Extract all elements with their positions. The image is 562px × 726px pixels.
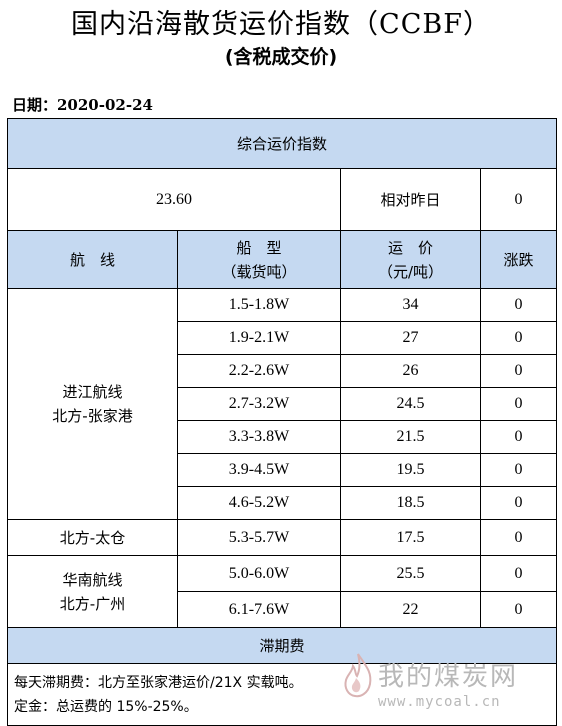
- route-name-line1: 进江航线: [62, 383, 123, 401]
- page-subtitle: (含税成交价): [224, 46, 338, 68]
- change-cell: 0: [479, 519, 558, 556]
- ship-type-cell: 1.9-2.1W: [177, 321, 341, 355]
- summary-section-label: 综合运价指数: [6, 118, 558, 169]
- demurrage-notes: 每天滞期费：北方至张家港运价/21X 实载吨。 定金：总运费的 15%-25%。: [6, 663, 558, 726]
- rate-cell: 25.5: [340, 555, 481, 592]
- deposit-note-line2: 定金：总运费的 15%-25%。: [14, 698, 198, 715]
- rate-cell: 17.5: [340, 519, 481, 556]
- summary-value-row: 23.60 相对昨日 0: [7, 168, 558, 231]
- table-row: 2.7-3.2W 24.5 0: [8, 387, 558, 421]
- route-name-line1: 华南航线: [62, 570, 123, 589]
- change-cell: 0: [479, 486, 558, 520]
- change-cell: 0: [479, 591, 558, 628]
- ship-type-cell: 2.2-2.6W: [177, 354, 341, 388]
- route-name-line2: 北方-张家港: [52, 407, 133, 425]
- ship-type-cell: 5.0-6.0W: [177, 555, 341, 592]
- route-cell: 进江航线 北方-张家港: [7, 288, 178, 520]
- ship-type-cell: 1.5-1.8W: [177, 288, 341, 322]
- change-cell: 0: [479, 321, 558, 355]
- change-cell: 0: [479, 420, 558, 454]
- freight-index-table: 综合运价指数 23.60 相对昨日 0 航 线 船 型 （载货吨） 运 价 （元…: [6, 118, 558, 726]
- change-cell: 0: [479, 354, 558, 388]
- summary-section-row: 综合运价指数: [6, 118, 558, 169]
- route-cell: 北方-太仓: [7, 519, 178, 556]
- rate-cell: 19.5: [340, 453, 481, 487]
- table-row: 华南航线 北方-广州 5.0-6.0W 25.5 0: [7, 555, 558, 628]
- rate-cell: 21.5: [340, 420, 481, 454]
- ship-type-cell: 3.9-4.5W: [177, 453, 341, 487]
- route-cell: 华南航线 北方-广州: [7, 555, 178, 628]
- demurrage-note-line1: 每天滞期费：北方至张家港运价/21X 实载吨。: [14, 674, 303, 691]
- col-header-ship-type: 船 型 （载货吨）: [177, 230, 341, 289]
- col-header-ship-type-line2: （载货吨）: [221, 262, 297, 281]
- col-header-change: 涨跌: [479, 230, 558, 289]
- rate-cell: 24.5: [340, 387, 481, 421]
- compare-label: 相对昨日: [340, 168, 481, 231]
- ship-type-cell: 4.6-5.2W: [177, 486, 341, 520]
- demurrage-section-row: 滞期费: [6, 627, 558, 664]
- demurrage-notes-row: 每天滞期费：北方至张家港运价/21X 实载吨。 定金：总运费的 15%-25%。: [6, 663, 558, 726]
- report-date: 日期：2020-02-24: [12, 96, 153, 114]
- change-cell: 0: [479, 387, 558, 421]
- table-row: 北方-太仓 5.3-5.7W 17.5 0: [7, 519, 558, 556]
- route-name-line2: 北方-广州: [59, 594, 126, 613]
- demurrage-section-label: 滞期费: [6, 627, 558, 664]
- ship-type-cell: 3.3-3.8W: [177, 420, 341, 454]
- col-header-rate: 运 价 （元/吨）: [340, 230, 481, 289]
- rate-cell: 34: [340, 288, 481, 322]
- ship-type-cell: 5.3-5.7W: [177, 519, 341, 556]
- table-row: 3.9-4.5W 19.5 0: [8, 453, 558, 487]
- rate-cell: 27: [340, 321, 481, 355]
- rate-cell: 22: [340, 591, 481, 628]
- change-cell: 0: [479, 453, 558, 487]
- col-header-rate-line1: 运 价: [387, 238, 433, 257]
- page-title: 国内沿海散货运价指数（CCBF）: [71, 9, 491, 40]
- change-cell: 0: [479, 555, 558, 592]
- ship-type-cell: 6.1-7.6W: [177, 591, 341, 628]
- table-row: 进江航线 北方-张家港 1.5-1.8W 34 0: [7, 288, 558, 520]
- col-header-ship-type-line1: 船 型: [236, 238, 282, 257]
- rate-cell: 18.5: [340, 486, 481, 520]
- col-header-route: 航 线: [7, 230, 178, 289]
- column-header-row: 航 线 船 型 （载货吨） 运 价 （元/吨） 涨跌: [7, 230, 558, 289]
- change-cell: 0: [479, 288, 558, 322]
- col-header-rate-line2: （元/吨）: [377, 262, 444, 281]
- rate-cell: 26: [340, 354, 481, 388]
- compare-value: 0: [479, 168, 558, 231]
- table-row: 1.9-2.1W 27 0: [8, 321, 558, 355]
- table-row: 6.1-7.6W 22 0: [8, 591, 558, 628]
- table-row: 3.3-3.8W 21.5 0: [8, 420, 558, 454]
- ship-type-cell: 2.7-3.2W: [177, 387, 341, 421]
- composite-index-value: 23.60: [7, 168, 341, 231]
